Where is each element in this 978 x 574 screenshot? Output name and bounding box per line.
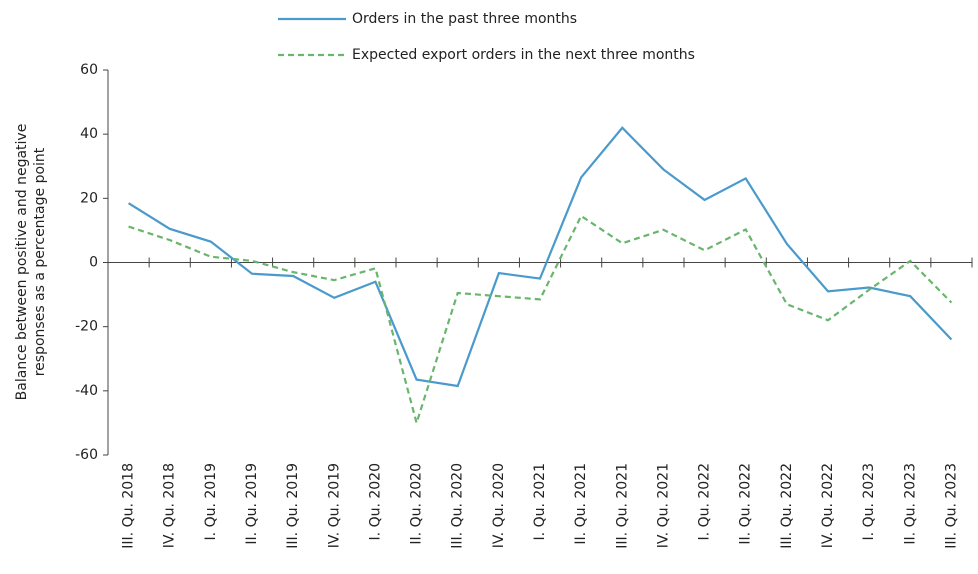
x-tick-label: II. Qu. 2023 [902, 463, 918, 545]
x-tick-label: III. Qu. 2021 [614, 463, 630, 549]
x-tick-label: II. Qu. 2022 [738, 463, 754, 545]
x-tick-label: II. Qu. 2019 [244, 463, 260, 545]
y-tick-label: 20 [80, 190, 98, 206]
x-tick-label: IV. Qu. 2021 [655, 463, 671, 548]
x-tick-label: I. Qu. 2019 [203, 463, 219, 540]
x-tick-label: I. Qu. 2022 [697, 463, 713, 540]
series-line [127, 126, 953, 388]
x-tick-label: III. Qu. 2019 [285, 463, 301, 549]
x-tick-label: IV. Qu. 2020 [491, 463, 507, 548]
legend-label: Expected export orders in the next three… [352, 47, 695, 63]
y-tick-label: -40 [75, 383, 98, 399]
y-tick-label: 0 [89, 255, 98, 271]
y-tick-label: -60 [75, 447, 98, 463]
x-tick-label: I. Qu. 2020 [367, 463, 383, 540]
y-tick-label: -20 [75, 319, 98, 335]
x-tick-label: IV. Qu. 2022 [820, 463, 836, 548]
x-tick-label: II. Qu. 2021 [573, 463, 589, 545]
x-tick-label: II. Qu. 2020 [409, 463, 425, 545]
x-tick-label: III. Qu. 2018 [121, 463, 137, 549]
y-tick-label: 60 [80, 62, 98, 78]
y-axis-label: responses as a percentage point [32, 147, 48, 376]
y-tick-label: 40 [80, 126, 98, 142]
series-line [128, 214, 953, 427]
x-tick-label: I. Qu. 2021 [532, 463, 548, 540]
x-tick-label: III. Qu. 2023 [943, 463, 959, 549]
x-tick-label: III. Qu. 2020 [450, 463, 466, 549]
legend-label: Orders in the past three months [352, 11, 577, 27]
x-tick-label: IV. Qu. 2018 [162, 463, 178, 548]
x-tick-label: III. Qu. 2022 [779, 463, 795, 549]
x-tick-label: IV. Qu. 2019 [326, 463, 342, 548]
y-axis-label: Balance between positive and negative [14, 124, 30, 401]
x-tick-label: I. Qu. 2023 [861, 463, 877, 540]
